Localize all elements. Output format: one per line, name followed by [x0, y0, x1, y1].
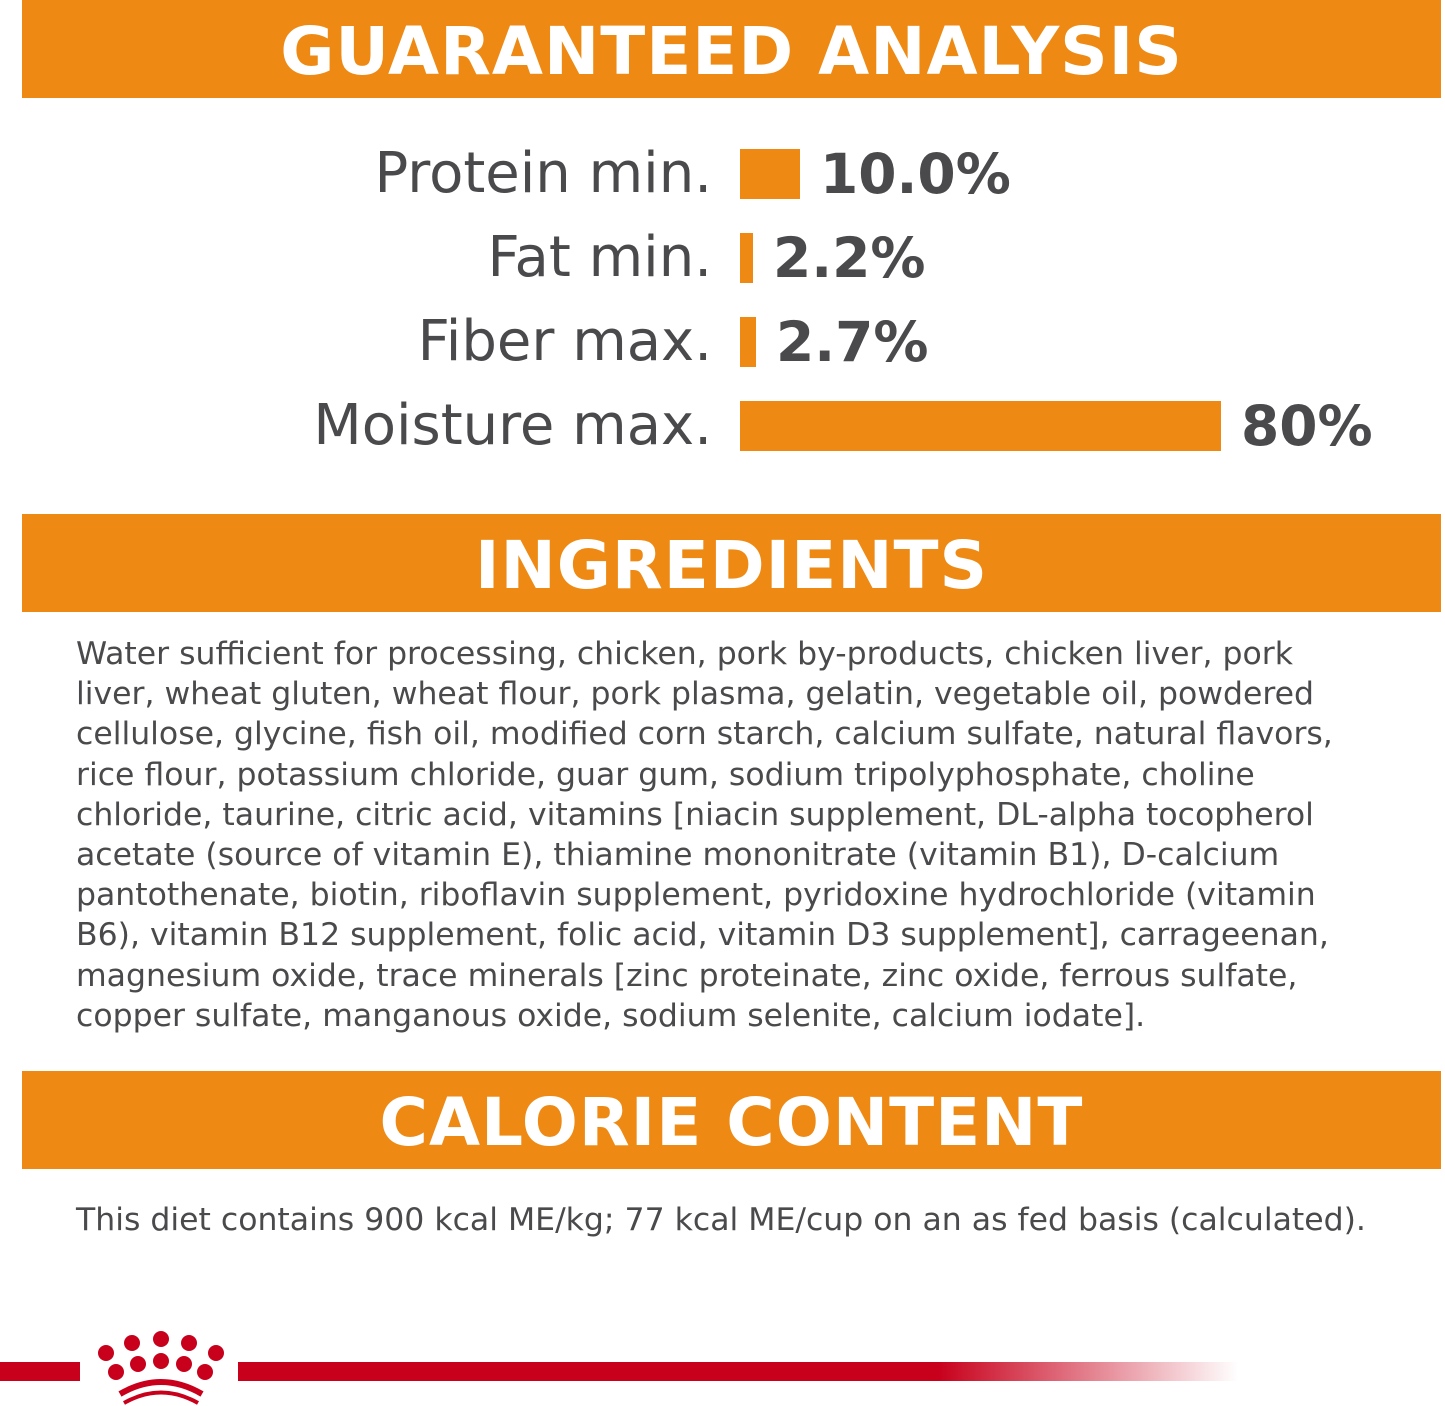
row-value: 80% — [1241, 394, 1373, 458]
row-bar — [740, 233, 753, 283]
row-label: Fiber max. — [417, 309, 712, 374]
ingredients-line: Water sufficient for processing, chicken… — [76, 636, 1293, 672]
row-value: 2.2% — [773, 226, 926, 290]
ingredients-line: B6), vitamin B12 supplement, folic acid,… — [76, 917, 1329, 954]
analysis-row-fat: Fat min. 2.2% — [0, 227, 1445, 290]
row-label: Moisture max. — [313, 393, 712, 458]
ingredients-line: pantothenate, biotin, riboflavin supplem… — [76, 877, 1316, 914]
analysis-row-moisture: Moisture max. 80% — [0, 395, 1445, 458]
section-title: CALORIE CONTENT — [379, 1084, 1084, 1161]
ingredients-line: liver, wheat gluten, wheat flour, pork p… — [76, 676, 1315, 713]
footer-line-left — [0, 1362, 80, 1381]
ingredients-line: rice flour, potassium chloride, guar gum… — [76, 756, 1255, 793]
calorie-text: This diet contains 900 kcal ME/kg; 77 kc… — [76, 1200, 1416, 1240]
ingredients-line: copper sulfate, manganous oxide, sodium … — [76, 997, 1146, 1034]
ingredients-line: cellulose, glycine, fish oil, modified c… — [76, 716, 1333, 753]
footer-line-right — [238, 1362, 1238, 1381]
row-value: 2.7% — [776, 310, 929, 374]
analysis-row-protein: Protein min. 10.0% — [0, 143, 1445, 206]
section-title: INGREDIENTS — [474, 527, 989, 604]
calorie-line: This diet contains 900 kcal ME/kg; 77 kc… — [76, 1202, 1366, 1238]
section-title: GUARANTEED ANALYSIS — [280, 13, 1183, 90]
row-bar — [740, 149, 800, 199]
row-value: 10.0% — [820, 142, 1011, 206]
guaranteed-analysis-banner: GUARANTEED ANALYSIS — [22, 0, 1441, 98]
analysis-row-fiber: Fiber max. 2.7% — [0, 311, 1445, 374]
ingredients-banner: INGREDIENTS — [22, 514, 1441, 612]
row-label: Protein min. — [374, 141, 712, 206]
row-label: Fat min. — [487, 225, 712, 290]
crown-logo-icon — [98, 1331, 224, 1405]
ingredients-line: acetate (source of vitamin E), thiamine … — [76, 837, 1280, 874]
ingredients-text: Water sufficient for processing, chicken… — [76, 634, 1416, 1036]
calorie-content-banner: CALORIE CONTENT — [22, 1071, 1441, 1169]
row-bar — [740, 317, 756, 367]
ingredients-line: chloride, taurine, citric acid, vitamins… — [76, 796, 1314, 833]
row-bar — [740, 401, 1221, 451]
ingredients-line: magnesium oxide, trace minerals [zinc pr… — [76, 957, 1298, 994]
